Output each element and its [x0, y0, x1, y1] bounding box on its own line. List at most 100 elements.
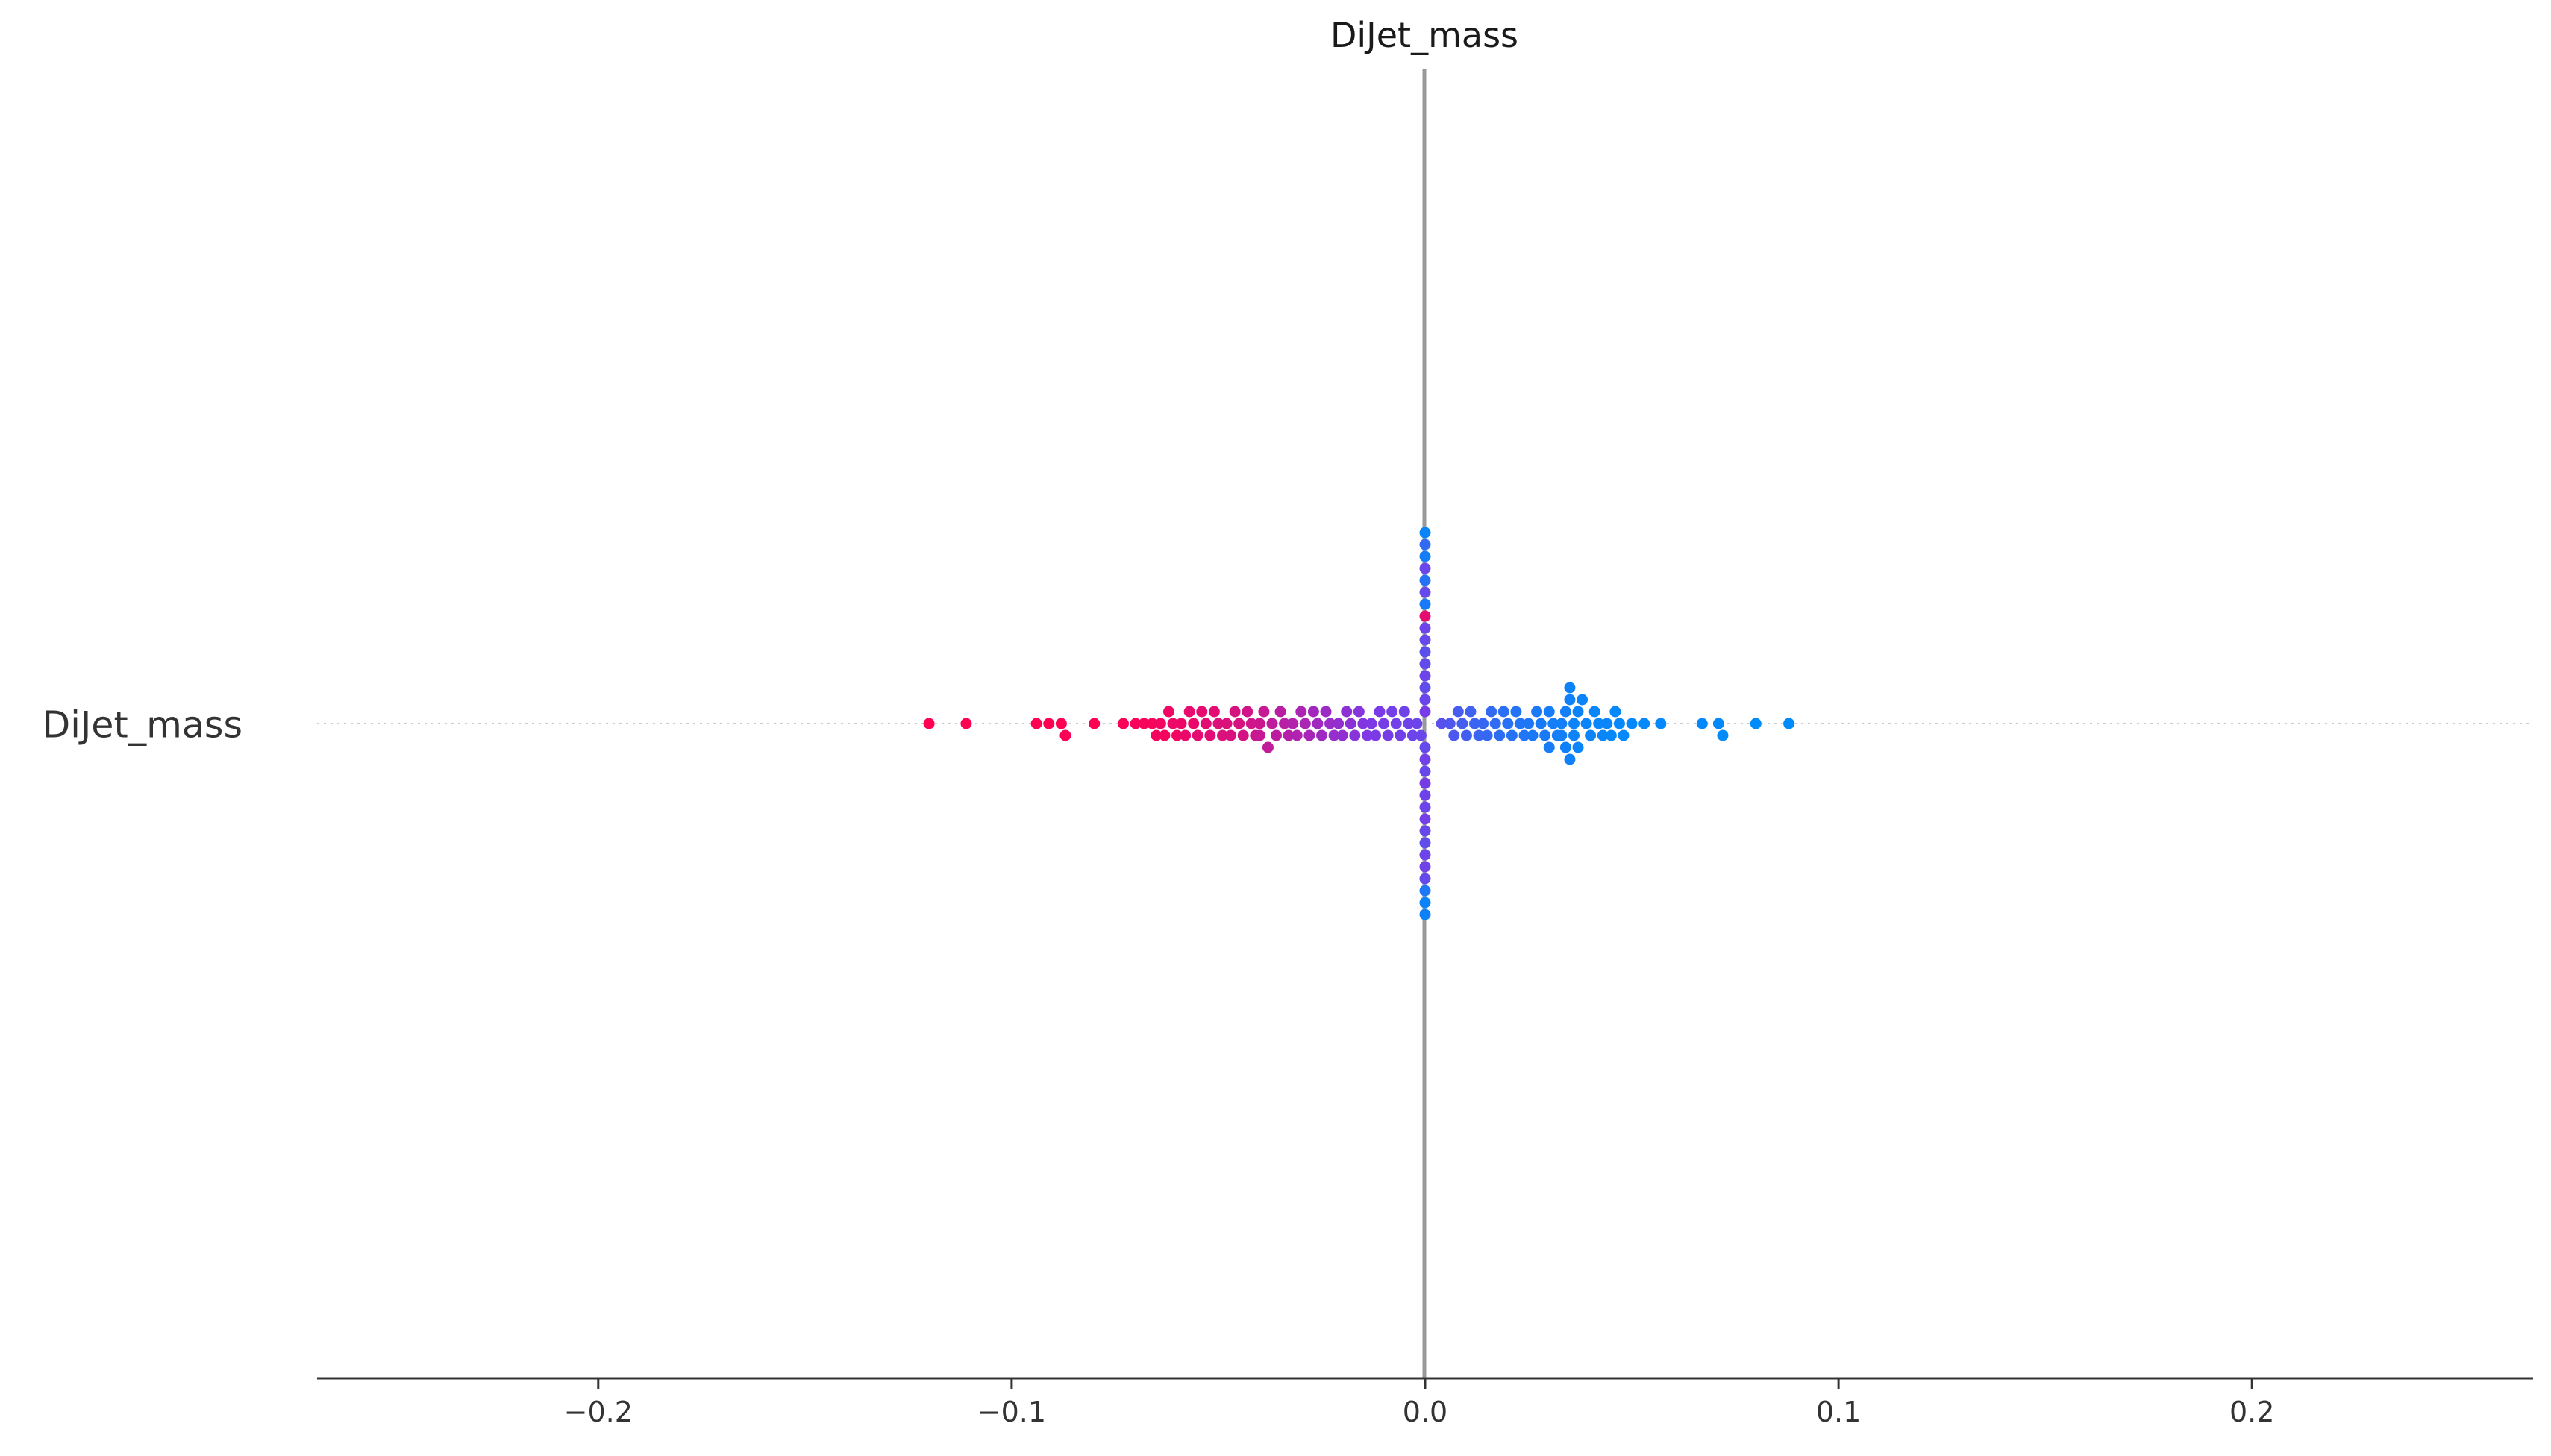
shap-point — [1162, 706, 1174, 718]
shap-point — [1341, 706, 1353, 718]
shap-point — [1564, 753, 1576, 765]
shap-point — [1448, 729, 1460, 741]
shap-point — [1712, 718, 1724, 729]
shap-point — [1324, 718, 1336, 729]
shap-point — [1419, 885, 1431, 897]
shap-point — [1237, 729, 1249, 741]
shap-point — [1535, 718, 1547, 729]
shap-point — [1419, 801, 1431, 813]
shap-point — [1717, 729, 1729, 741]
shap-point — [1395, 729, 1406, 741]
shap-point — [1539, 729, 1551, 741]
shap-point — [1477, 718, 1489, 729]
shap-point — [1618, 729, 1630, 741]
shap-point — [1167, 718, 1179, 729]
shap-point — [1299, 718, 1311, 729]
shap-point — [1523, 718, 1535, 729]
shap-point — [1518, 729, 1530, 741]
chart-title: DiJet_mass — [1330, 15, 1519, 55]
shap-point — [1419, 849, 1431, 861]
shap-point — [1312, 718, 1324, 729]
shap-point — [1175, 718, 1187, 729]
shap-point — [1419, 634, 1431, 646]
shap-point — [1225, 729, 1237, 741]
shap-point — [1419, 682, 1431, 694]
shap-point — [1638, 718, 1650, 729]
shap-point — [1200, 718, 1212, 729]
shap-point — [1055, 718, 1067, 729]
shap-point — [1577, 694, 1588, 706]
shap-point — [1336, 729, 1348, 741]
shap-point — [1564, 694, 1576, 706]
shap-point — [1436, 718, 1447, 729]
shap-point — [1307, 706, 1319, 718]
shap-point — [1559, 741, 1571, 753]
shap-point — [1345, 718, 1356, 729]
shap-point — [1303, 729, 1315, 741]
shap-point — [1585, 729, 1597, 741]
x-tick-label: −0.2 — [564, 1396, 633, 1428]
shap-point — [1556, 729, 1568, 741]
shap-point — [1242, 706, 1253, 718]
shap-point — [1180, 729, 1192, 741]
shap-point — [1419, 646, 1431, 658]
shap-point — [1183, 706, 1195, 718]
x-tick-label: 0.2 — [2229, 1396, 2274, 1428]
shap-point — [1531, 706, 1543, 718]
shap-point — [1444, 718, 1456, 729]
shap-point — [1357, 718, 1369, 729]
shap-point — [1481, 729, 1493, 741]
shap-point — [1253, 729, 1265, 741]
shap-point — [1419, 861, 1431, 873]
shap-point — [1188, 718, 1200, 729]
shap-point — [1274, 706, 1286, 718]
shap-point — [1419, 670, 1431, 682]
shap-point — [1419, 909, 1431, 920]
points-group — [923, 527, 1795, 920]
shap-point — [1151, 729, 1162, 741]
shap-point — [1514, 718, 1526, 729]
shap-point — [1419, 741, 1431, 753]
shap-point — [1419, 598, 1431, 610]
shap-point — [1419, 825, 1431, 837]
shap-point — [1494, 729, 1506, 741]
shap-point — [1460, 729, 1472, 741]
shap-point — [1419, 706, 1431, 718]
shap-point — [1497, 706, 1509, 718]
shap-point — [1208, 706, 1220, 718]
shap-point — [1419, 777, 1431, 789]
shap-point — [1626, 718, 1638, 729]
shap-point — [1130, 718, 1142, 729]
shap-point — [1572, 706, 1584, 718]
shap-point — [1655, 718, 1667, 729]
shap-point — [1419, 813, 1431, 825]
shap-point — [1279, 718, 1291, 729]
shap-point — [1486, 706, 1497, 718]
shap-point — [1212, 718, 1224, 729]
shap-point — [1419, 527, 1431, 539]
shap-point — [1271, 729, 1283, 741]
shap-point — [1089, 718, 1101, 729]
shap-point — [1750, 718, 1762, 729]
shap-point — [1353, 706, 1365, 718]
shap-point — [1502, 718, 1514, 729]
shap-point — [1613, 718, 1625, 729]
shap-point — [1138, 718, 1150, 729]
shap-point — [1154, 718, 1166, 729]
shap-point — [1419, 837, 1431, 849]
shap-point — [1468, 718, 1480, 729]
shap-point — [1419, 694, 1431, 706]
shap-point — [923, 718, 935, 729]
shap-point — [1386, 706, 1398, 718]
shap-point — [1597, 729, 1609, 741]
shap-point — [1609, 706, 1621, 718]
shap-point — [960, 718, 972, 729]
shap-point — [1411, 718, 1423, 729]
shap-point — [1320, 706, 1332, 718]
shap-point — [1378, 718, 1390, 729]
shap-point — [1588, 706, 1600, 718]
shap-point — [1580, 718, 1592, 729]
shap-point — [1415, 729, 1427, 741]
shap-point — [1403, 718, 1415, 729]
shap-point — [1370, 729, 1382, 741]
